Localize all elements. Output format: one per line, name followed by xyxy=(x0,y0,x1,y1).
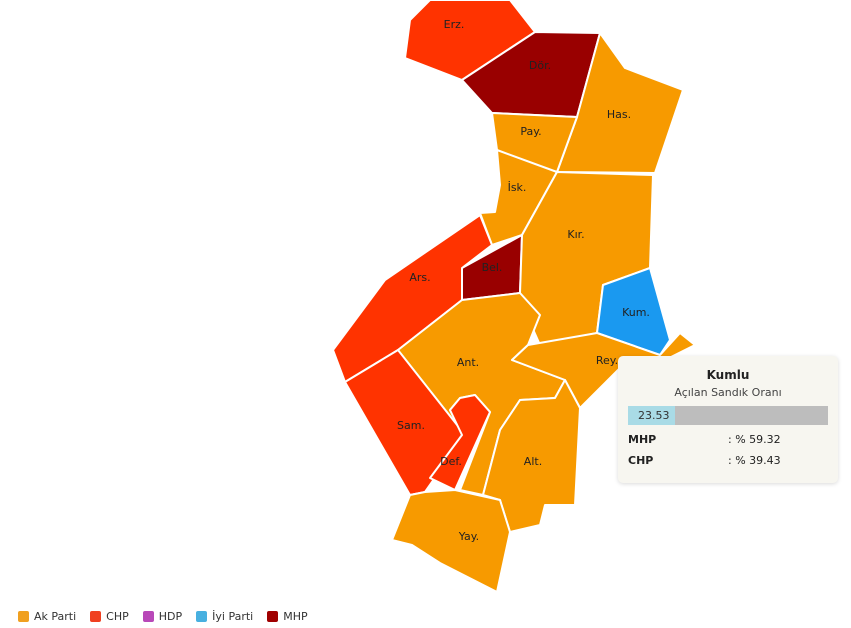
legend-swatch xyxy=(18,611,29,622)
district-label: Yay. xyxy=(458,530,479,543)
district-label: Alt. xyxy=(524,455,542,468)
district-label: İsk. xyxy=(508,181,527,194)
district[interactable] xyxy=(482,379,581,533)
district[interactable] xyxy=(596,267,671,356)
party-name: CHP xyxy=(628,454,654,467)
district-label: Erz. xyxy=(444,18,465,31)
tooltip: Kumlu Açılan Sandık Oranı 23.53 MHP : % 5… xyxy=(618,356,838,483)
legend-item[interactable]: HDP xyxy=(142,610,183,623)
legend-swatch xyxy=(142,611,154,622)
legend-swatch xyxy=(90,611,102,622)
map: Erz. Dör. Has. Pay. İsk. Bel. Kır. Kum. … xyxy=(332,0,696,593)
district-label: Sam. xyxy=(397,419,425,432)
legend-swatch xyxy=(267,611,279,622)
legend: Ak Parti CHP HDP İyi Parti MHP xyxy=(18,610,322,623)
legend-label: HDP xyxy=(158,610,183,623)
legend-item[interactable]: CHP xyxy=(90,610,129,623)
party-value: : % 39.43 xyxy=(728,454,781,467)
legend-label: CHP xyxy=(106,610,129,623)
tooltip-row: MHP : % 59.32 xyxy=(628,433,828,446)
legend-item[interactable]: İyi Parti xyxy=(196,610,253,623)
district[interactable] xyxy=(429,394,491,491)
tooltip-row: CHP : % 39.43 xyxy=(628,454,828,467)
district-label: Pay. xyxy=(520,125,541,138)
district-label: Bel. xyxy=(482,261,503,274)
legend-label: MHP xyxy=(283,610,308,623)
party-value: : % 59.32 xyxy=(728,433,781,446)
district-label: Ars. xyxy=(409,271,430,284)
district-label: Def. xyxy=(440,455,462,468)
district-label: Rey. xyxy=(596,354,618,367)
district-label: Kum. xyxy=(622,306,650,319)
progress-bar: 23.53 xyxy=(628,406,828,425)
tooltip-subtitle: Açılan Sandık Oranı xyxy=(674,386,782,399)
legend-label: Ak Parti xyxy=(34,610,77,623)
district-label: Has. xyxy=(607,108,631,121)
district-label: Dör. xyxy=(529,59,551,72)
district[interactable] xyxy=(391,489,511,593)
legend-swatch xyxy=(196,611,208,622)
legend-item[interactable]: MHP xyxy=(267,610,308,623)
legend-item[interactable]: Ak Parti xyxy=(18,610,76,623)
tooltip-title: Kumlu xyxy=(706,368,750,382)
district-label: Ant. xyxy=(457,356,479,369)
progress-fill xyxy=(628,406,676,425)
progress-label: 23.53 xyxy=(638,409,670,422)
legend-label: İyi Parti xyxy=(212,610,254,623)
district-label: Kır. xyxy=(567,228,584,241)
party-name: MHP xyxy=(628,433,657,446)
tooltip-rows: MHP : % 59.32 CHP : % 39.43 xyxy=(618,433,838,467)
